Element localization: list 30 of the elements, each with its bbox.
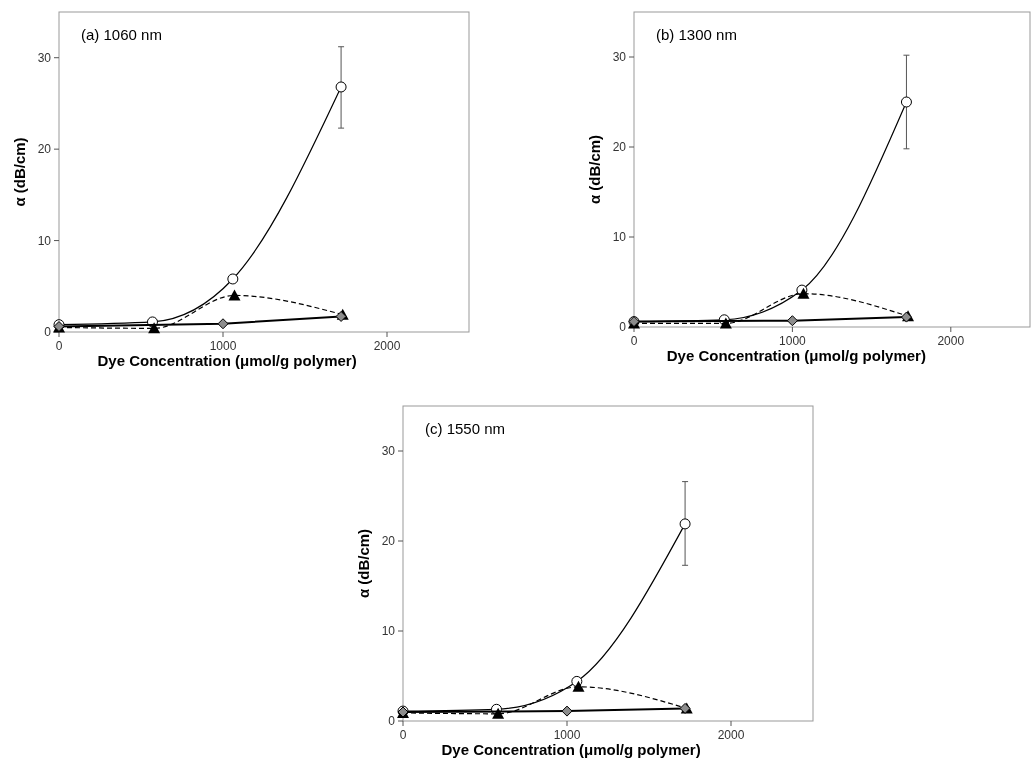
y-axis-title: α (dB/cm) bbox=[11, 137, 28, 207]
y-tick-label: 20 bbox=[37, 142, 52, 157]
y-tick-label: 30 bbox=[612, 50, 627, 64]
y-tick-label: 10 bbox=[381, 624, 396, 638]
x-tick-label: 0 bbox=[399, 728, 407, 742]
y-tick-label: 20 bbox=[612, 140, 627, 154]
text: (b) 1300 nm bbox=[656, 26, 737, 43]
y-tick-label: 10 bbox=[37, 233, 52, 248]
x-tick-label: 0 bbox=[55, 339, 63, 353]
x-tick-label: 1000 bbox=[779, 334, 807, 348]
x-tick-label: 0 bbox=[630, 334, 638, 348]
y-tick-label: 0 bbox=[619, 320, 627, 334]
x-axis-title: Dye Concentration (μmol/g polymer) bbox=[97, 352, 357, 369]
y-tick-label: 10 bbox=[612, 230, 627, 244]
y-tick-label: 0 bbox=[388, 714, 396, 728]
x-tick-label: 2000 bbox=[373, 339, 401, 353]
x-tick-label: 1000 bbox=[209, 339, 237, 353]
y-tick-label: 0 bbox=[44, 325, 52, 339]
x-tick-label: 1000 bbox=[553, 728, 581, 742]
y-tick-label: 30 bbox=[37, 50, 52, 65]
y-tick-label: 30 bbox=[381, 444, 396, 458]
x-tick-label: 2000 bbox=[937, 334, 965, 348]
text: (c) 1550 nm bbox=[425, 420, 506, 437]
x-tick-label: 2000 bbox=[717, 728, 745, 742]
text: (a) 1060 nm bbox=[81, 26, 162, 43]
y-axis-title: α (dB/cm) bbox=[355, 528, 372, 599]
y-tick-label: 20 bbox=[381, 534, 396, 548]
x-axis-title: Dye Concentration (μmol/g polymer) bbox=[441, 741, 701, 758]
y-axis-title: α (dB/cm) bbox=[586, 134, 603, 205]
x-axis-title: Dye Concentration (μmol/g polymer) bbox=[666, 347, 926, 364]
